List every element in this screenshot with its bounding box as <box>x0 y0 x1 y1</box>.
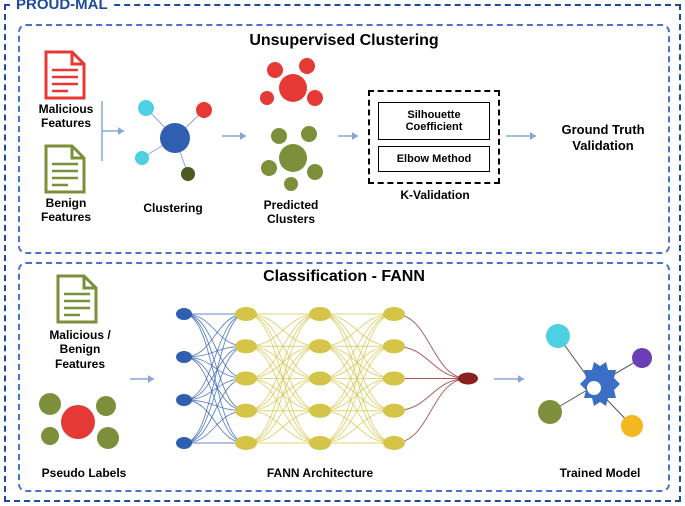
fann-network <box>170 296 490 461</box>
clustering-icon <box>130 88 220 183</box>
outer-frame: PROUD-MAL Unsupervised Clustering Malici… <box>4 4 681 502</box>
panel-unsupervised: Unsupervised Clustering Malicious Featur… <box>18 24 670 254</box>
benign-label: Benign Features <box>38 196 94 225</box>
panel2-title: Classification - FANN <box>20 268 668 286</box>
trained-label: Trained Model <box>550 466 650 480</box>
trained-model-icon <box>532 308 662 458</box>
kvalidation-box: Silhouette Coefficient Elbow Method <box>368 90 500 184</box>
malicious-label: Malicious Features <box>34 102 98 131</box>
pseudo-labels-icon <box>32 384 127 459</box>
doc-icon-features <box>56 274 98 324</box>
panel-classification: Classification - FANN Malicious / Benign… <box>18 262 670 492</box>
predicted-clusters-icon <box>255 54 335 194</box>
silhouette-box: Silhouette Coefficient <box>378 102 490 140</box>
diagram-title: PROUD-MAL <box>12 0 112 13</box>
elbow-box: Elbow Method <box>378 146 490 172</box>
doc-icon-benign <box>44 144 86 194</box>
arrow-1 <box>100 96 130 166</box>
arrow-5 <box>128 369 162 389</box>
kvalidation-label: K-Validation <box>390 188 480 202</box>
arrow-2 <box>220 126 254 146</box>
arch-label: FANN Architecture <box>250 466 390 480</box>
pseudo-label: Pseudo Labels <box>34 466 134 480</box>
clustering-label: Clustering <box>138 201 208 215</box>
ground-truth-label: Ground Truth Validation <box>548 122 658 153</box>
panel1-title: Unsupervised Clustering <box>20 32 668 50</box>
predicted-label: Predicted Clusters <box>256 198 326 227</box>
doc-icon-malicious <box>44 50 86 100</box>
features-label: Malicious / Benign Features <box>40 328 120 371</box>
arrow-3 <box>336 126 366 146</box>
arrow-4 <box>504 126 544 146</box>
arrow-6 <box>492 369 532 389</box>
